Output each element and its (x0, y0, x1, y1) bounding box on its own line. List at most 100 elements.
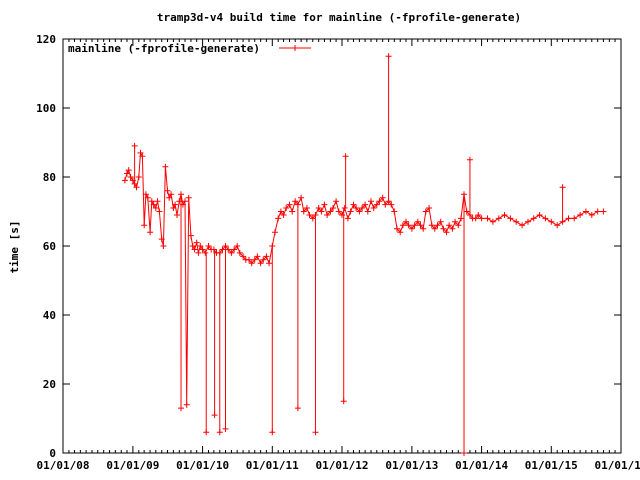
data-point (286, 201, 293, 208)
data-point (373, 201, 380, 208)
data-point (182, 198, 188, 205)
data-point (254, 253, 261, 260)
data-point (411, 222, 418, 229)
data-point (187, 232, 194, 239)
data-point (353, 205, 360, 211)
spike-point (466, 156, 473, 163)
data-point (275, 215, 282, 222)
data-point (519, 222, 526, 229)
data-point (142, 191, 149, 198)
data-point (327, 208, 334, 215)
data-point (347, 208, 354, 215)
data-point (236, 249, 243, 256)
data-point (251, 256, 258, 263)
data-point (376, 198, 383, 205)
data-point (431, 225, 438, 232)
data-point (364, 208, 371, 215)
data-point (139, 153, 146, 160)
data-point (414, 218, 421, 225)
y-tick-label: 100 (36, 102, 56, 115)
data-point (148, 198, 155, 205)
spike-point (312, 429, 319, 436)
data-point (248, 260, 255, 267)
data-point (397, 229, 404, 236)
data-point (292, 198, 299, 205)
spike-point (340, 398, 347, 405)
spike-point (269, 429, 276, 436)
data-point (391, 208, 398, 215)
data-point (257, 260, 264, 267)
data-point (335, 208, 342, 215)
data-point (495, 215, 502, 222)
data-point (202, 249, 209, 256)
data-point (147, 229, 154, 236)
data-point (513, 218, 520, 225)
chart-title: tramp3d-v4 build time for mainline (-fpr… (157, 11, 521, 24)
data-point (164, 187, 171, 194)
data-point (183, 401, 190, 408)
spike-point (559, 184, 566, 191)
data-point (530, 215, 537, 222)
y-tick-label: 20 (43, 378, 56, 391)
data-point (379, 194, 386, 201)
x-tick-label: 01/01/11 (246, 459, 299, 472)
data-point (443, 229, 450, 236)
data-point (458, 215, 464, 222)
data-point (478, 215, 485, 222)
data-point (315, 205, 322, 211)
data-point (283, 205, 290, 211)
data-point (318, 208, 325, 215)
data-point (309, 215, 316, 222)
data-point (135, 174, 142, 180)
data-point (191, 246, 198, 253)
data-point (565, 215, 572, 222)
data-point (156, 208, 163, 215)
data-point (280, 212, 287, 218)
data-point (370, 205, 377, 211)
data-point (428, 222, 435, 229)
data-point (437, 218, 444, 225)
x-tick-label: 01/01/08 (37, 459, 90, 472)
data-point (168, 191, 175, 198)
data-point (417, 222, 424, 229)
data-point (455, 222, 462, 229)
x-tick-label: 01/01/09 (106, 459, 159, 472)
data-point (341, 205, 348, 211)
x-tick-labels: 01/01/08 01/01/09 01/01/10 01/01/11 01/01/12… (37, 459, 640, 472)
data-point (536, 212, 543, 218)
data-point (137, 149, 144, 156)
spike-point (342, 153, 349, 160)
y-tick-label: 80 (43, 171, 56, 184)
data-point (330, 205, 336, 211)
data-point (405, 222, 412, 229)
data-point (507, 215, 514, 222)
data-point (162, 163, 169, 170)
data-point (350, 201, 357, 208)
data-point (263, 253, 270, 260)
axis-ticks (62, 38, 622, 454)
spike-point (178, 405, 184, 412)
data-point (234, 243, 241, 249)
data-point (125, 167, 132, 174)
data-point (600, 208, 607, 215)
data-point (298, 194, 305, 201)
spike-point (203, 429, 210, 436)
data-point (501, 212, 508, 218)
data-point (382, 201, 389, 208)
data-point (152, 205, 159, 211)
data-point (484, 215, 491, 222)
spike-point (131, 142, 138, 149)
x-tick-label: 01/01/16 (595, 459, 640, 472)
data-point (356, 208, 363, 215)
data-point (449, 225, 456, 232)
data-point (127, 174, 134, 180)
data-point (542, 215, 549, 222)
data-point (403, 218, 409, 225)
data-point (475, 212, 482, 218)
data-point (577, 212, 584, 218)
data-point (231, 246, 238, 253)
data-point (344, 215, 351, 222)
data-point (434, 222, 441, 229)
data-point (388, 201, 395, 208)
data-point (228, 249, 235, 256)
